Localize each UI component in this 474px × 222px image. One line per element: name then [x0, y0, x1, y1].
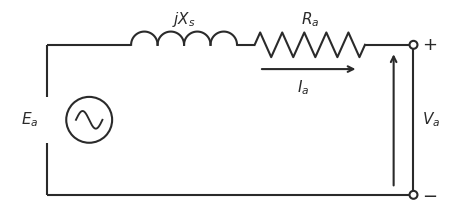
- Circle shape: [410, 191, 418, 199]
- Text: $jX_s$: $jX_s$: [172, 10, 196, 29]
- Circle shape: [410, 41, 418, 49]
- Text: +: +: [422, 36, 438, 54]
- Text: $V_a$: $V_a$: [422, 111, 440, 129]
- Text: $E_a$: $E_a$: [21, 111, 38, 129]
- Text: $I_a$: $I_a$: [297, 79, 310, 97]
- Text: $-$: $-$: [422, 186, 438, 204]
- Text: $R_a$: $R_a$: [301, 11, 319, 29]
